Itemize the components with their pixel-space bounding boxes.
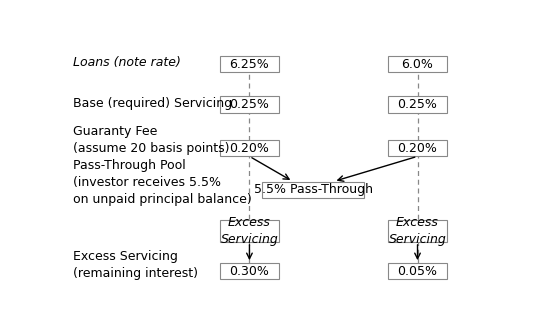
FancyBboxPatch shape	[388, 263, 447, 279]
Text: 0.30%: 0.30%	[229, 265, 270, 278]
Text: 0.25%: 0.25%	[229, 98, 270, 111]
FancyBboxPatch shape	[220, 140, 279, 156]
Text: 6.0%: 6.0%	[401, 58, 434, 71]
Text: Excess Servicing
(remaining interest): Excess Servicing (remaining interest)	[73, 250, 198, 280]
Text: 6.25%: 6.25%	[229, 58, 270, 71]
Text: 0.20%: 0.20%	[229, 142, 270, 155]
Text: Pass-Through Pool
(investor receives 5.5%
on unpaid principal balance): Pass-Through Pool (investor receives 5.5…	[73, 159, 251, 206]
Text: Excess
Servicing: Excess Servicing	[389, 216, 446, 246]
FancyBboxPatch shape	[388, 220, 447, 242]
Text: Guaranty Fee
(assume 20 basis points): Guaranty Fee (assume 20 basis points)	[73, 125, 229, 155]
Text: Excess
Servicing: Excess Servicing	[221, 216, 278, 246]
FancyBboxPatch shape	[220, 56, 279, 72]
FancyBboxPatch shape	[262, 182, 365, 198]
FancyBboxPatch shape	[220, 96, 279, 112]
Text: 0.20%: 0.20%	[397, 142, 438, 155]
FancyBboxPatch shape	[220, 220, 279, 242]
FancyBboxPatch shape	[388, 56, 447, 72]
Text: Base (required) Servicing: Base (required) Servicing	[73, 96, 232, 110]
FancyBboxPatch shape	[388, 140, 447, 156]
FancyBboxPatch shape	[388, 96, 447, 112]
Text: 0.05%: 0.05%	[397, 265, 438, 278]
Text: 0.25%: 0.25%	[397, 98, 438, 111]
Text: 5.5% Pass-Through: 5.5% Pass-Through	[254, 183, 373, 196]
FancyBboxPatch shape	[220, 263, 279, 279]
Text: Loans (note rate): Loans (note rate)	[73, 56, 181, 69]
